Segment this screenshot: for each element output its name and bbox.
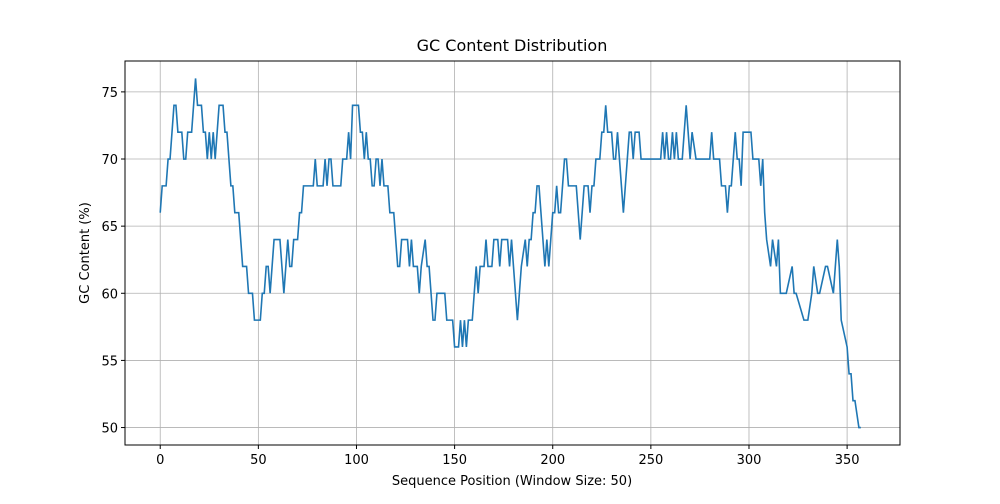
y-tick-label: 75 (101, 86, 118, 101)
data-line (159, 78, 861, 429)
y-tick-label: 70 (101, 153, 118, 168)
y-tick-label: 55 (101, 354, 118, 369)
y-tick-label: 60 (101, 287, 118, 302)
x-tick-label: 150 (442, 453, 467, 468)
x-tick-label: 350 (835, 453, 860, 468)
x-tick-label: 100 (344, 453, 369, 468)
y-axis-label: GC Content (%) (78, 202, 93, 304)
x-tick-label: 0 (156, 453, 164, 468)
x-tick-label: 250 (638, 453, 663, 468)
y-tick-label: 65 (101, 220, 118, 235)
y-tick-label: 50 (101, 422, 118, 437)
x-axis-label: Sequence Position (Window Size: 50) (392, 474, 632, 489)
plot-frame (124, 60, 901, 446)
x-tick-label: 200 (540, 453, 565, 468)
chart-title: GC Content Distribution (417, 36, 608, 55)
x-tick-label: 300 (737, 453, 762, 468)
x-tick-label: 50 (250, 453, 267, 468)
